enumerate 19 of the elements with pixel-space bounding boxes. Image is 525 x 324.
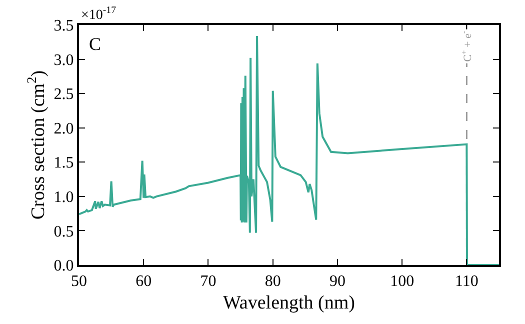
x-tick-label: 90 xyxy=(329,273,346,290)
x-tick-label: 110 xyxy=(454,273,478,290)
x-axis-title: Wavelength (nm) xyxy=(223,292,355,314)
x-tick-label: 70 xyxy=(200,273,216,290)
x-tick-label: 80 xyxy=(264,273,281,290)
y-tick-label: 1.0 xyxy=(54,189,74,206)
y-tick-label: 2.0 xyxy=(54,120,74,138)
text: ×10$^{-17}$ xyxy=(81,5,116,23)
line-series xyxy=(79,34,499,265)
y-tick-label: 3.0 xyxy=(54,52,74,69)
annotation: C xyxy=(89,34,102,54)
y-tick-label: 3.5 xyxy=(54,18,74,35)
y-tick-label: 2.5 xyxy=(54,86,74,104)
y-tick-label: 0.0 xyxy=(54,258,74,275)
y-tick-label: 1.5 xyxy=(54,154,74,172)
x-tick-label: 100 xyxy=(390,273,414,290)
x-tick-label: 50 xyxy=(71,273,87,290)
y-tick-label: 0.5 xyxy=(54,223,74,240)
x-tick-label: 60 xyxy=(136,273,152,290)
